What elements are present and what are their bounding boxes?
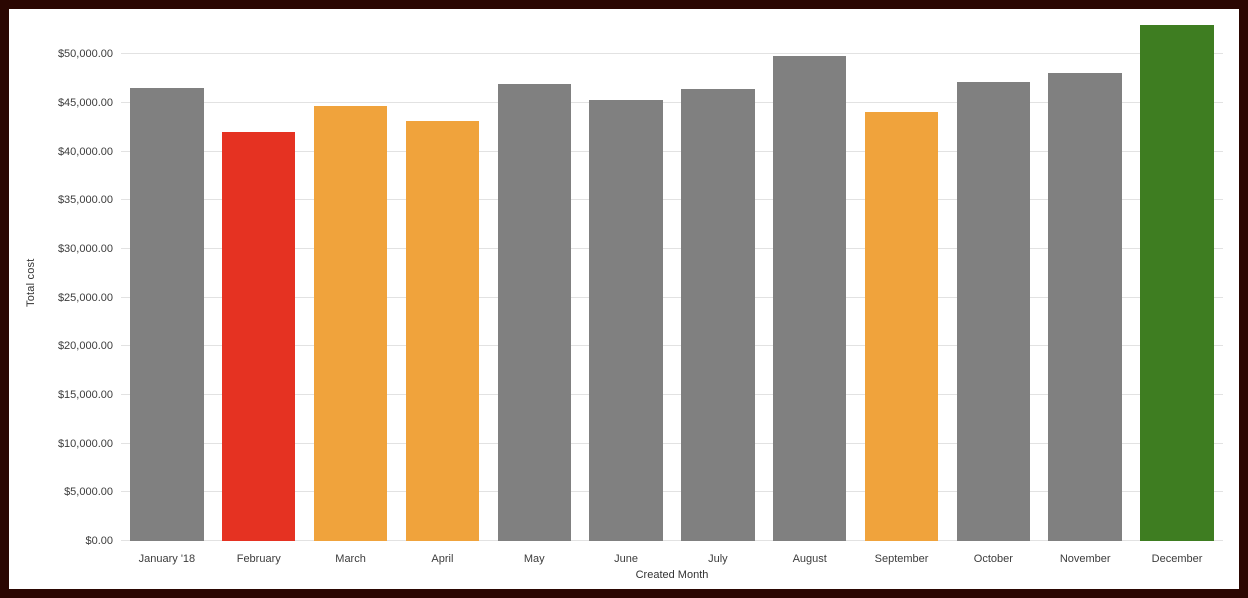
gridline [121, 540, 1223, 541]
x-tick-label: October [973, 553, 1013, 565]
y-tick-label: $50,000.00 [57, 48, 113, 61]
y-tick-label: $15,000.00 [57, 388, 113, 401]
y-tick-label: $20,000.00 [57, 340, 113, 353]
bar-slot: October [947, 25, 1039, 565]
x-tick-label: September [874, 553, 929, 565]
bar-slot: September [856, 25, 948, 565]
y-axis-labels: $0.00 $5,000.00 $10,000.00 $15,000.00 $20,00… [9, 25, 113, 547]
gridline [121, 247, 1223, 249]
gridline [121, 491, 1223, 493]
chart-canvas: Total cost $0.00 $5,000.00 $10,000.00 $15,0… [9, 9, 1239, 589]
bar-january-18[interactable] [130, 88, 204, 541]
bar-slot: January '18 [121, 25, 213, 565]
bar-august[interactable] [772, 56, 847, 541]
bars-container: January '18 February March April May June July… [121, 25, 1223, 565]
plot-area: January '18 February March April May June July… [121, 25, 1223, 565]
bar-september[interactable] [864, 111, 939, 541]
bar-october[interactable] [956, 82, 1031, 541]
x-tick-label: March [335, 553, 366, 565]
y-tick-label: $30,000.00 [57, 242, 113, 255]
bar-june[interactable] [589, 99, 663, 541]
x-tick-label: June [614, 553, 638, 565]
gridline [121, 53, 1223, 55]
x-tick-label: August [792, 553, 827, 565]
y-tick-label: $45,000.00 [57, 96, 113, 109]
x-tick-label: November [1059, 553, 1111, 565]
x-tick-label: April [431, 553, 454, 565]
bar-slot: July [672, 25, 764, 565]
bar-slot: April [396, 25, 488, 565]
bar-slot: December [1131, 25, 1223, 565]
x-tick-label: February [236, 553, 281, 565]
gridline [121, 296, 1223, 298]
bar-may[interactable] [497, 84, 571, 541]
x-tick-label: May [523, 553, 545, 565]
gridline [121, 199, 1223, 201]
gridline [121, 393, 1223, 395]
y-tick-label: $0.00 [85, 535, 113, 547]
bar-july[interactable] [681, 89, 755, 541]
bar-slot: August [764, 25, 856, 565]
gridline [121, 150, 1223, 152]
x-tick-label: January '18 [138, 553, 196, 565]
gridline [121, 101, 1223, 103]
bar-slot: March [305, 25, 397, 565]
bar-slot: November [1039, 25, 1131, 565]
y-tick-label: $40,000.00 [57, 145, 113, 158]
bar-november[interactable] [1048, 72, 1122, 541]
x-axis-title: Created Month [635, 569, 709, 581]
y-tick-label: $5,000.00 [64, 486, 113, 499]
bar-slot: February [213, 25, 305, 565]
bar-february[interactable] [222, 132, 296, 541]
bar-april[interactable] [405, 121, 480, 541]
y-tick-label: $35,000.00 [57, 194, 113, 207]
x-tick-label: July [708, 553, 728, 565]
bar-december[interactable] [1140, 25, 1214, 541]
gridline [121, 442, 1223, 444]
bar-slot: May [488, 25, 580, 565]
y-tick-label: $10,000.00 [57, 437, 113, 450]
gridline [121, 345, 1223, 347]
bar-march[interactable] [313, 105, 388, 541]
x-tick-label: December [1151, 553, 1203, 565]
y-tick-label: $25,000.00 [57, 291, 113, 304]
bar-slot: June [580, 25, 672, 565]
